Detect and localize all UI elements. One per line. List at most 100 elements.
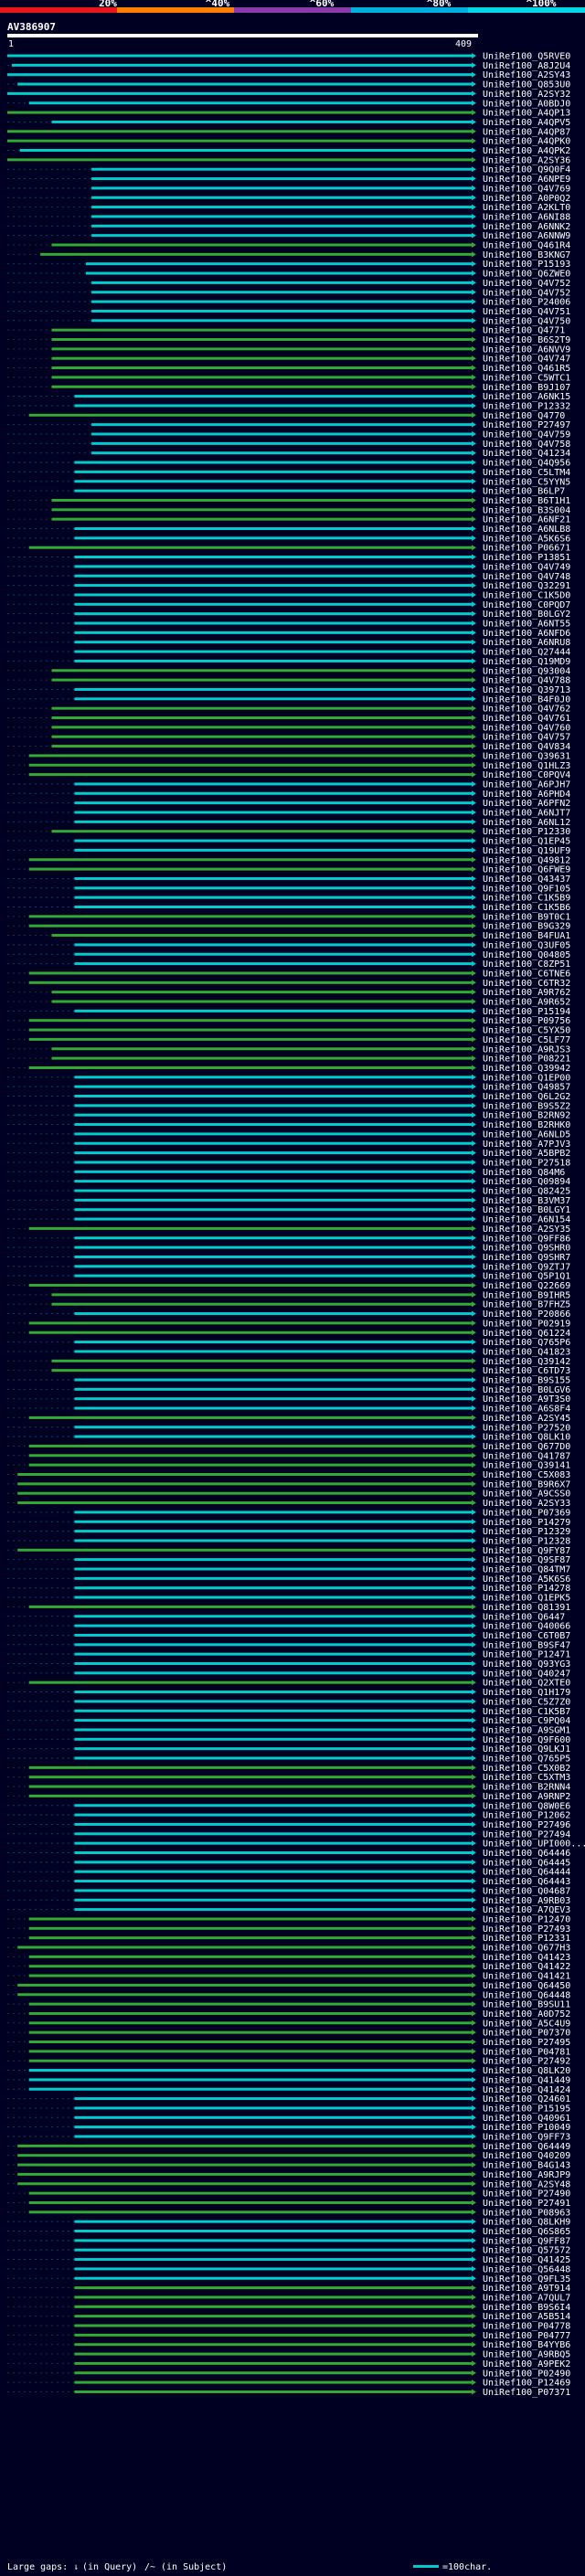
hit-label[interactable]: UniRef100_Q1H179	[483, 1688, 570, 1698]
hit-label[interactable]: UniRef100_C5Z7Z0	[483, 1697, 570, 1707]
hit-label[interactable]: UniRef100_Q19UF9	[483, 846, 570, 856]
hit-label[interactable]: UniRef100_A8J2U4	[483, 61, 570, 71]
hit-bar[interactable]	[74, 687, 472, 691]
hit-label[interactable]: UniRef100_B9J107	[483, 383, 570, 393]
hit-bar[interactable]	[28, 981, 473, 984]
hit-bar[interactable]	[91, 224, 472, 228]
hit-bar[interactable]	[74, 1076, 472, 1079]
hit-bar[interactable]	[91, 196, 472, 199]
hit-label[interactable]: UniRef100_B9G329	[483, 922, 570, 932]
hit-label[interactable]: UniRef100_Q4771	[483, 326, 565, 336]
hit-bar[interactable]	[51, 243, 472, 247]
hit-bar[interactable]	[74, 1378, 472, 1382]
hit-label[interactable]: UniRef100_B9R6X7	[483, 1479, 570, 1489]
hit-label[interactable]: UniRef100_C5WTC1	[483, 373, 570, 383]
hit-bar[interactable]	[74, 1151, 472, 1155]
hit-label[interactable]: UniRef100_Q93004	[483, 666, 570, 676]
hit-label[interactable]: UniRef100_Q1EP00	[483, 1073, 570, 1083]
hit-bar[interactable]	[17, 1993, 473, 1997]
hit-bar[interactable]	[17, 1548, 473, 1552]
hit-label[interactable]: UniRef100_C1K5B6	[483, 903, 570, 913]
hit-label[interactable]: UniRef100_B3VM37	[483, 1196, 570, 1206]
hit-bar[interactable]	[28, 1444, 473, 1447]
hit-bar[interactable]	[74, 602, 472, 606]
hit-label[interactable]: UniRef100_Q4V760	[483, 723, 570, 733]
hit-label[interactable]: UniRef100_A4QP87	[483, 127, 570, 137]
hit-bar[interactable]	[17, 1491, 473, 1495]
hit-bar[interactable]	[28, 2030, 473, 2034]
hit-label[interactable]: UniRef100_A2KLT0	[483, 203, 570, 213]
hit-label[interactable]: UniRef100_C5X0B2	[483, 1764, 570, 1774]
hit-label[interactable]: UniRef100_A6N154	[483, 1215, 570, 1225]
hit-label[interactable]: UniRef100_A9RB03	[483, 1896, 570, 1906]
hit-label[interactable]: UniRef100_Q64443	[483, 1877, 570, 1887]
hit-label[interactable]: UniRef100_P09756	[483, 1016, 570, 1026]
hit-label[interactable]: UniRef100_Q64445	[483, 1858, 570, 1868]
hit-label[interactable]: UniRef100_A4QPV5	[483, 118, 570, 128]
hit-label[interactable]: UniRef100_Q4770	[483, 411, 565, 421]
hit-label[interactable]: UniRef100_B9T0C1	[483, 912, 570, 922]
hit-bar[interactable]	[51, 120, 472, 123]
hit-label[interactable]: UniRef100_Q2XTE0	[483, 1679, 570, 1689]
hit-bar[interactable]	[28, 858, 473, 862]
hit-label[interactable]: UniRef100_A4QPK2	[483, 146, 570, 156]
hit-label[interactable]: UniRef100_C0PQD7	[483, 600, 570, 610]
hit-bar[interactable]	[74, 2295, 472, 2299]
hit-label[interactable]: UniRef100_P04778	[483, 2322, 570, 2332]
hit-label[interactable]: UniRef100_Q4V749	[483, 562, 570, 572]
hit-label[interactable]: UniRef100_P12331	[483, 1934, 570, 1944]
hit-label[interactable]: UniRef100_Q41449	[483, 2075, 570, 2085]
hit-bar[interactable]	[74, 1860, 472, 1864]
hit-label[interactable]: UniRef100_Q64444	[483, 1868, 570, 1878]
hit-label[interactable]: UniRef100_Q4V759	[483, 430, 570, 440]
hit-bar[interactable]	[74, 1170, 472, 1173]
hit-bar[interactable]	[91, 206, 472, 209]
hit-label[interactable]: UniRef100_Q765P5	[483, 1754, 570, 1765]
hit-bar[interactable]	[74, 1822, 472, 1826]
hit-label[interactable]: UniRef100_P27493	[483, 1924, 570, 1935]
hit-bar[interactable]	[74, 631, 472, 634]
hit-label[interactable]: UniRef100_Q6L2G2	[483, 1092, 570, 1102]
hit-label[interactable]: UniRef100_A9CSS0	[483, 1489, 570, 1500]
hit-label[interactable]: UniRef100_B4G143	[483, 2161, 570, 2171]
hit-bar[interactable]	[74, 470, 472, 473]
hit-bar[interactable]	[28, 971, 473, 975]
hit-bar[interactable]	[51, 1369, 472, 1373]
hit-bar[interactable]	[51, 726, 472, 729]
hit-label[interactable]: UniRef100_A6NNW9	[483, 231, 570, 241]
hit-label[interactable]: UniRef100_P04781	[483, 2047, 570, 2057]
hit-bar[interactable]	[74, 2115, 472, 2119]
hit-bar[interactable]	[28, 924, 473, 928]
hit-bar[interactable]	[17, 2154, 473, 2157]
hit-bar[interactable]	[74, 886, 472, 890]
hit-bar[interactable]	[74, 404, 472, 408]
hit-bar[interactable]	[74, 2135, 472, 2138]
hit-label[interactable]: UniRef100_C1K5D0	[483, 590, 570, 600]
hit-bar[interactable]	[28, 1785, 473, 1788]
hit-bar[interactable]	[74, 556, 472, 559]
hit-bar[interactable]	[51, 498, 472, 502]
hit-label[interactable]: UniRef100_Q677H3	[483, 1944, 570, 1954]
hit-bar[interactable]	[28, 2021, 473, 2025]
hit-label[interactable]: UniRef100_B9S5Z2	[483, 1101, 570, 1111]
hit-label[interactable]: UniRef100_Q9F600	[483, 1735, 570, 1745]
hit-label[interactable]: UniRef100_Q4V757	[483, 733, 570, 743]
hit-bar[interactable]	[91, 319, 472, 323]
hit-label[interactable]: UniRef100_Q84M6	[483, 1168, 565, 1178]
hit-label[interactable]: UniRef100_Q04687	[483, 1886, 570, 1896]
hit-bar[interactable]	[91, 234, 472, 238]
hit-bar[interactable]	[7, 158, 472, 162]
hit-bar[interactable]	[91, 451, 472, 455]
hit-bar[interactable]	[17, 2172, 473, 2176]
hit-bar[interactable]	[74, 1350, 472, 1353]
hit-label[interactable]: UniRef100_P27496	[483, 1820, 570, 1830]
hit-bar[interactable]	[28, 1974, 473, 1977]
hit-bar[interactable]	[17, 82, 473, 86]
hit-label[interactable]: UniRef100_Q61224	[483, 1329, 570, 1339]
hit-bar[interactable]	[74, 1756, 472, 1760]
hit-label[interactable]: UniRef100_P27497	[483, 420, 570, 430]
hit-bar[interactable]	[51, 716, 472, 719]
hit-label[interactable]: UniRef100_P27520	[483, 1423, 570, 1433]
hit-bar[interactable]	[74, 1189, 472, 1193]
hit-label[interactable]: UniRef100_Q4V747	[483, 355, 570, 365]
